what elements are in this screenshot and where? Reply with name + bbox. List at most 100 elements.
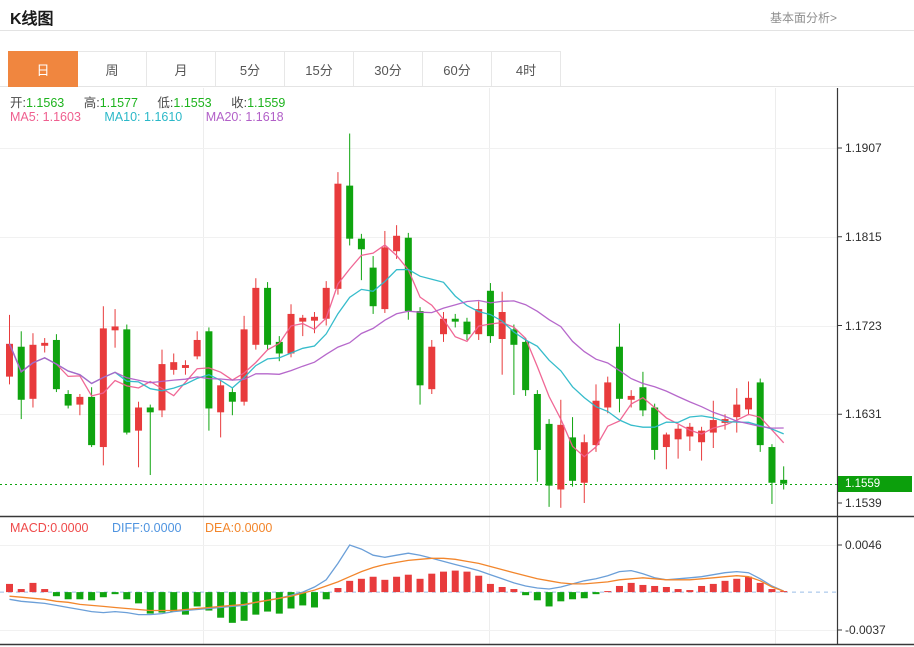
candle-up — [299, 317, 307, 322]
macd-histogram-bar — [111, 592, 119, 595]
macd-histogram-bar — [135, 592, 143, 604]
macd-histogram-bar — [404, 574, 412, 593]
macd-histogram-bar — [123, 592, 131, 600]
ma20-value: 1.1618 — [245, 110, 284, 124]
tab-5min[interactable]: 5分 — [215, 51, 285, 87]
candle-down — [615, 346, 623, 399]
macd-histogram-bar — [428, 573, 436, 593]
candle-up — [498, 311, 506, 340]
macd-histogram-bar — [709, 583, 717, 593]
candle-down — [651, 407, 659, 450]
candle-up — [240, 329, 248, 402]
macd-histogram-bar — [228, 592, 236, 623]
fundamental-analysis-link[interactable]: 基本面分析> — [769, 11, 837, 25]
price-axis-label: 1.1907 — [845, 141, 882, 155]
macd-histogram-bar — [451, 570, 459, 593]
macd-histogram-bar — [639, 584, 647, 593]
macd-histogram-bar — [158, 592, 166, 613]
macd-histogram-bar — [217, 592, 225, 618]
macd-histogram-bar — [193, 592, 201, 607]
macd-histogram-bar — [545, 592, 553, 607]
macd-histogram-bar — [698, 585, 706, 593]
candle-down — [416, 311, 424, 386]
candle-up — [217, 385, 225, 413]
candle-down — [205, 331, 213, 409]
price-axis-label: 1.1723 — [845, 319, 882, 333]
diff-line — [9, 544, 784, 616]
candle-up — [686, 426, 694, 437]
candle-up — [6, 343, 13, 377]
candle-up — [674, 428, 682, 440]
candle-up — [744, 397, 752, 410]
candle-down — [569, 437, 577, 481]
candle-up — [111, 326, 119, 331]
candle-up — [158, 364, 166, 411]
tab-30min[interactable]: 30分 — [353, 51, 423, 87]
candle-up — [181, 365, 189, 368]
macd-histogram-bar — [627, 582, 635, 593]
high-label: 高: — [83, 96, 100, 110]
macd-label: MACD: — [10, 521, 51, 535]
candle-up — [580, 442, 588, 483]
macd-histogram-bar — [756, 582, 764, 593]
ma-legend: MA5: 1.1603 MA10: 1.1610 MA20: 1.1618 — [10, 110, 304, 124]
tab-15min[interactable]: 15分 — [284, 51, 354, 87]
macd-histogram-bar — [651, 585, 659, 593]
candle-up — [440, 318, 448, 335]
macd-histogram-bar — [662, 586, 670, 593]
candle-up — [592, 400, 600, 446]
macd-histogram-bar — [88, 592, 96, 601]
candle-up — [135, 407, 143, 431]
macd-histogram-bar — [557, 592, 565, 602]
candle-down — [264, 287, 272, 345]
macd-histogram-bar — [170, 592, 178, 612]
candle-up — [334, 183, 342, 289]
price-axis-label: 1.1631 — [845, 407, 882, 421]
macd-histogram-bar — [744, 576, 752, 593]
macd-histogram-bar — [533, 592, 541, 601]
macd-histogram-bar — [674, 589, 682, 593]
candle-up — [310, 316, 318, 321]
macd-histogram-bar — [615, 585, 623, 593]
candle-up — [287, 313, 295, 354]
macd-histogram-bar — [205, 592, 213, 611]
tab-60min[interactable]: 60分 — [422, 51, 492, 87]
candle-up — [252, 287, 260, 345]
candle-up — [170, 362, 178, 370]
candle-down — [522, 341, 530, 391]
dea-label: DEA: — [204, 521, 235, 535]
dea-line — [9, 557, 784, 612]
ma10-line — [8, 268, 784, 435]
macd-histogram-bar — [440, 571, 448, 593]
candle-down — [533, 393, 541, 450]
low-value: 1.1553 — [173, 96, 212, 110]
macd-axis-label: 0.0046 — [845, 538, 882, 552]
macd-legend: MACD:0.0000 DIFF:0.0000 DEA:0.0000 — [10, 521, 292, 535]
last-price-tag: 1.1559 — [838, 476, 912, 492]
page-title: K线图 — [10, 11, 54, 28]
macd-histogram-bar — [264, 592, 272, 612]
open-value: 1.1563 — [25, 96, 65, 110]
macd-histogram-bar — [76, 592, 84, 600]
macd-histogram-bar — [580, 592, 588, 599]
macd-axis-label: -0.0037 — [845, 623, 886, 637]
macd-histogram-bar — [310, 592, 318, 608]
candle-up — [698, 430, 706, 443]
diff-label: DIFF: — [112, 521, 144, 535]
macd-histogram-bar — [522, 592, 530, 596]
macd-histogram-bar — [686, 590, 694, 593]
tab-day[interactable]: 日 — [8, 51, 78, 87]
macd-histogram-bar — [6, 583, 13, 593]
candle-up — [604, 382, 612, 408]
candle-down — [369, 267, 377, 307]
macd-histogram-bar — [41, 589, 49, 593]
macd-histogram-bar — [181, 592, 189, 615]
ma5-line — [8, 244, 785, 458]
ma10-value: 1.1610 — [144, 110, 183, 124]
macd-histogram-bar — [64, 592, 72, 600]
candle-down — [756, 382, 764, 446]
macd-histogram-bar — [275, 592, 283, 614]
tab-month[interactable]: 月 — [146, 51, 216, 87]
macd-histogram-bar — [52, 592, 60, 597]
